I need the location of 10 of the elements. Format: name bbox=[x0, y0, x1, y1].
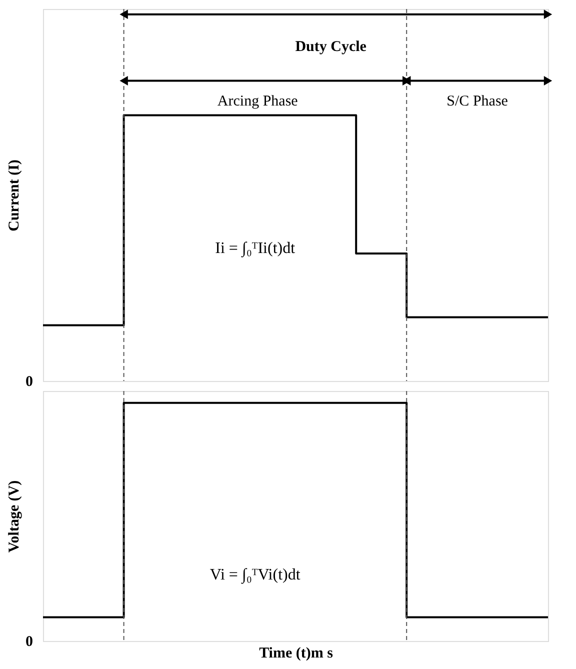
x-axis-title: Time (t)m s bbox=[259, 646, 334, 662]
text: S/C Phase bbox=[446, 94, 508, 110]
text: Arcing Phase bbox=[217, 94, 298, 110]
text: 0 bbox=[26, 374, 33, 390]
text: 0 bbox=[26, 634, 33, 650]
y-axis-title: Voltage (V) bbox=[6, 480, 22, 553]
annotation: Vi = ∫₀ᵀVi(t)dt bbox=[210, 566, 301, 584]
y-axis-title: Current (I) bbox=[6, 160, 22, 232]
text: Duty Cycle bbox=[295, 39, 367, 56]
annotation: Ii = ∫₀ᵀIi(t)dt bbox=[215, 240, 296, 258]
